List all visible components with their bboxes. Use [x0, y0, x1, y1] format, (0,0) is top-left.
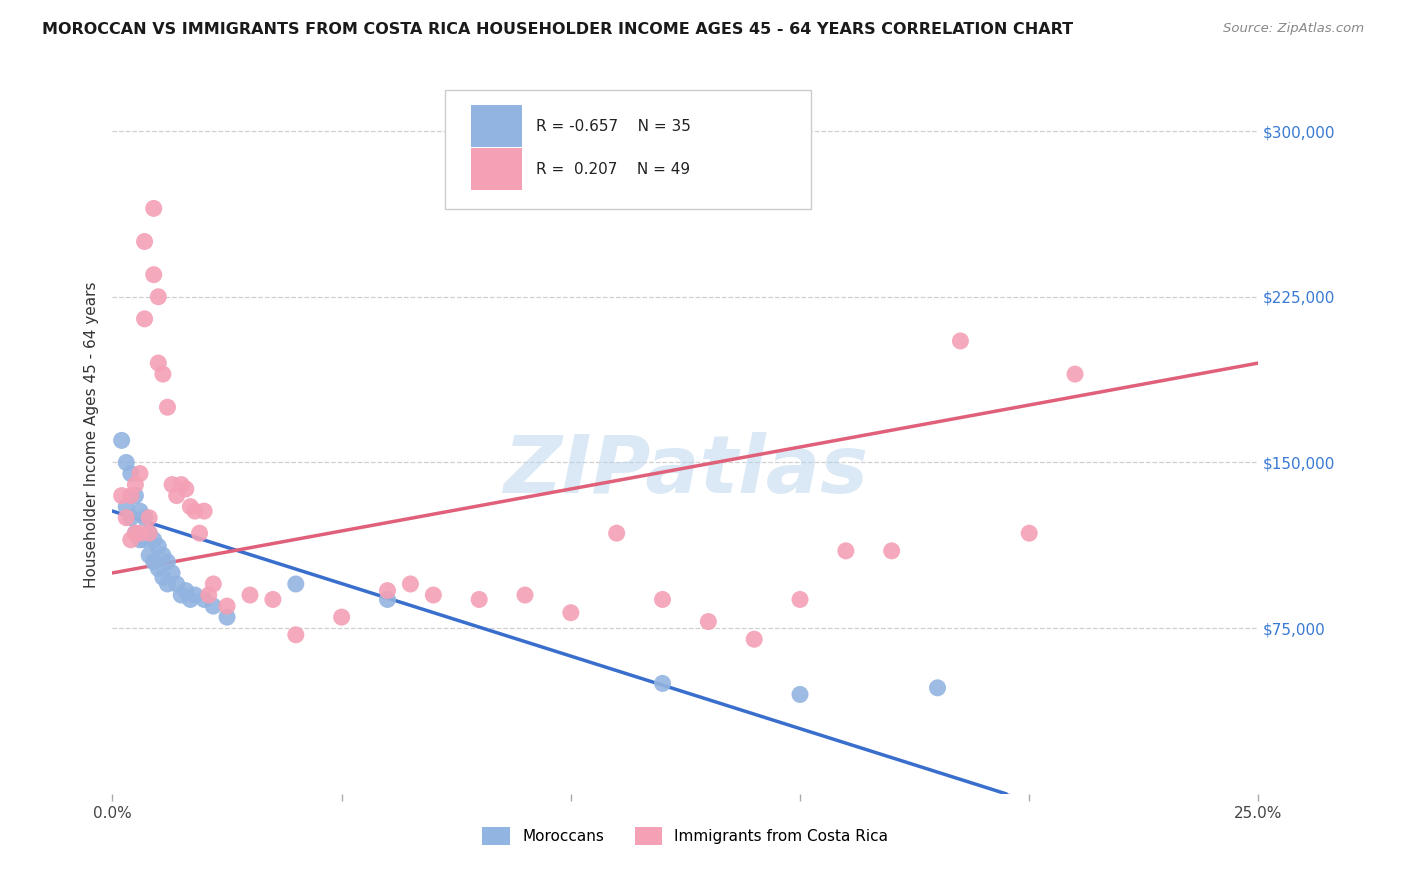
Point [1064, 367, 1087, 381]
Point [284, 577, 307, 591]
Point [468, 592, 491, 607]
Point [513, 588, 536, 602]
Point [174, 583, 197, 598]
Text: Source: ZipAtlas.com: Source: ZipAtlas.com [1223, 22, 1364, 36]
Point [120, 489, 142, 503]
Point [202, 599, 225, 613]
Point [202, 577, 225, 591]
Point [156, 555, 179, 569]
Point [789, 688, 811, 702]
FancyBboxPatch shape [471, 148, 522, 190]
Point [262, 592, 284, 607]
Point [129, 467, 152, 481]
Legend: Moroccans, Immigrants from Costa Rica: Moroccans, Immigrants from Costa Rica [477, 821, 894, 851]
Point [606, 526, 628, 541]
Point [152, 548, 174, 562]
Point [124, 489, 146, 503]
Point [120, 467, 142, 481]
Point [184, 504, 207, 518]
Point [138, 526, 160, 541]
Point [148, 356, 170, 370]
Point [239, 588, 262, 602]
Point [789, 592, 811, 607]
Point [111, 434, 134, 448]
Point [170, 477, 193, 491]
FancyBboxPatch shape [471, 105, 522, 147]
Point [134, 533, 156, 547]
Point [129, 533, 152, 547]
Point [134, 311, 156, 326]
FancyBboxPatch shape [444, 90, 811, 209]
Point [188, 526, 211, 541]
Point [142, 533, 165, 547]
Point [129, 504, 152, 518]
Y-axis label: Householder Income Ages 45 - 64 years: Householder Income Ages 45 - 64 years [83, 282, 98, 588]
Point [1018, 526, 1040, 541]
Text: ZIPatlas: ZIPatlas [503, 432, 868, 509]
Point [377, 592, 399, 607]
Point [148, 290, 170, 304]
Point [835, 544, 858, 558]
Point [166, 577, 188, 591]
Point [115, 510, 138, 524]
Point [193, 504, 215, 518]
Point [156, 577, 179, 591]
Point [330, 610, 353, 624]
Text: MOROCCAN VS IMMIGRANTS FROM COSTA RICA HOUSEHOLDER INCOME AGES 45 - 64 YEARS COR: MOROCCAN VS IMMIGRANTS FROM COSTA RICA H… [42, 22, 1073, 37]
Point [217, 599, 239, 613]
Point [160, 566, 183, 580]
Point [152, 367, 174, 381]
Point [152, 570, 174, 584]
Point [148, 540, 170, 554]
Point [124, 477, 146, 491]
Point [148, 561, 170, 575]
Point [174, 482, 197, 496]
Point [120, 510, 142, 524]
Point [651, 676, 673, 690]
Text: R =  0.207    N = 49: R = 0.207 N = 49 [537, 161, 690, 177]
Point [399, 577, 422, 591]
Point [197, 588, 219, 602]
Point [138, 510, 160, 524]
Point [134, 510, 156, 524]
Point [134, 235, 156, 249]
Point [742, 632, 765, 647]
Point [129, 526, 152, 541]
Point [142, 202, 165, 216]
Point [651, 592, 673, 607]
Point [880, 544, 903, 558]
Point [160, 477, 183, 491]
Point [142, 555, 165, 569]
Point [377, 583, 399, 598]
Point [156, 401, 179, 415]
Point [284, 628, 307, 642]
Point [124, 526, 146, 541]
Point [166, 489, 188, 503]
Point [217, 610, 239, 624]
Point [142, 268, 165, 282]
Point [124, 526, 146, 541]
Point [120, 533, 142, 547]
Point [138, 526, 160, 541]
Point [184, 588, 207, 602]
Point [179, 592, 201, 607]
Point [560, 606, 582, 620]
Point [179, 500, 201, 514]
Point [115, 500, 138, 514]
Point [193, 592, 215, 607]
Point [111, 489, 134, 503]
Point [422, 588, 444, 602]
Point [949, 334, 972, 348]
Point [170, 588, 193, 602]
Point [927, 681, 949, 695]
Point [697, 615, 720, 629]
Text: R = -0.657    N = 35: R = -0.657 N = 35 [537, 119, 692, 134]
Point [138, 548, 160, 562]
Point [115, 455, 138, 469]
